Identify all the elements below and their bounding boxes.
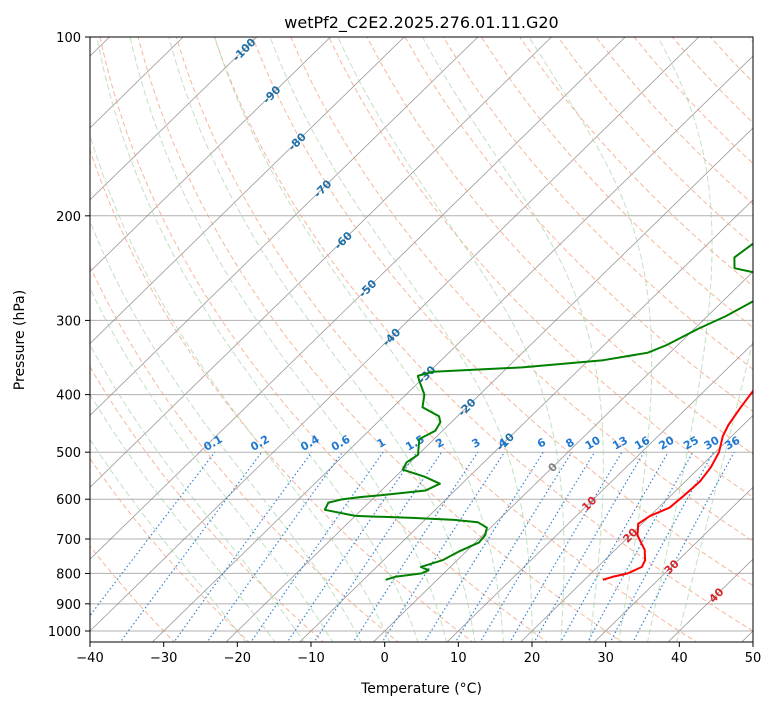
plot-area (90, 37, 753, 642)
dry-adiabat (90, 545, 176, 642)
isotherm-line (225, 127, 753, 642)
y-axis-title: Pressure (hPa) (12, 290, 28, 390)
y-tick-label: 500 (56, 446, 81, 461)
dry-adiabat (90, 365, 325, 642)
y-tick-label: 200 (56, 210, 81, 225)
moist-adiabat (90, 438, 247, 642)
isotherm-line (90, 37, 258, 201)
isotherm-line (520, 414, 753, 642)
y-tick-label: 400 (56, 389, 81, 404)
moist-adiabat (528, 37, 653, 642)
isotherm-line (90, 37, 479, 416)
dry-adiabat (90, 148, 474, 642)
moist-adiabat (96, 37, 419, 642)
dry-adiabat (213, 37, 753, 632)
x-tick-label: −20 (224, 651, 251, 666)
mixing-ratio-line (587, 451, 694, 642)
moist-adiabat (168, 37, 476, 642)
chart-title: wetPf2_C2E2.2025.276.01.11.G20 (284, 13, 558, 33)
mixing-ratio-line (90, 451, 216, 617)
dry-adiabat (90, 265, 399, 642)
mixing-ratio-line (533, 451, 645, 642)
x-tick-label: 20 (524, 651, 541, 666)
moist-adiabat (90, 220, 362, 642)
isotherm-line (90, 37, 626, 560)
x-tick-label: −10 (297, 651, 324, 666)
dry-adiabat (290, 37, 753, 542)
dry-adiabat (366, 37, 753, 455)
x-tick-label: 10 (450, 651, 467, 666)
plot-frame (89, 36, 754, 643)
moist-adiabat (422, 37, 604, 642)
dry-adiabat (519, 37, 753, 287)
mixing-ratio-line (509, 451, 623, 642)
moist-adiabat (90, 133, 391, 642)
y-tick-label: 800 (56, 567, 81, 582)
y-tick-label: 100 (56, 31, 81, 46)
mixing-ratio-line (313, 451, 443, 642)
y-tick-label: 1000 (48, 625, 81, 640)
isotherm-line (593, 486, 753, 642)
x-tick-label: −40 (76, 651, 103, 666)
dry-adiabat (175, 37, 698, 642)
dry-adiabat (442, 37, 753, 370)
moist-adiabat (269, 37, 533, 642)
isotherm-line (151, 55, 753, 642)
dry-adiabat (404, 37, 753, 413)
y-tick-label: 900 (56, 598, 81, 613)
moist-adiabat (647, 37, 713, 642)
isotherm-line (90, 37, 552, 488)
isotherm-line (90, 37, 700, 632)
x-tick-label: 0 (381, 651, 389, 666)
x-axis-title: Temperature (°C) (360, 681, 482, 697)
isotherm-line (90, 37, 405, 345)
moist-adiabat (129, 37, 447, 642)
x-axis: −40 −30 −20 −10 0 10 20 30 40 50 (76, 642, 761, 666)
dry-adiabat (328, 37, 753, 498)
moist-adiabat (90, 287, 334, 642)
dry-adiabat (252, 37, 753, 587)
sounding-traces (323, 242, 753, 581)
y-tick-label: 300 (56, 314, 81, 329)
y-axis: 100 200 300 400 500 600 700 800 900 1000 (48, 31, 90, 640)
moist-adiabat (337, 37, 565, 642)
moist-adiabat (90, 393, 276, 642)
x-tick-label: 30 (597, 651, 614, 666)
y-tick-label: 600 (56, 493, 81, 508)
mixing-ratio-line (560, 451, 669, 642)
dry-adiabat (90, 457, 250, 642)
isotherm-line (446, 342, 753, 642)
x-tick-label: −30 (150, 651, 177, 666)
background-lines (90, 37, 753, 642)
mixing-ratio-labels: 0.1 0.2 0.4 0.6 1 1.5 2 3 4 6 8 10 13 16 20 25 30 36 (201, 433, 742, 454)
dry-adiabat (99, 37, 549, 642)
mixing-ratio-line (286, 451, 418, 642)
mixing-ratio-line (206, 451, 343, 642)
x-tick-label: 50 (745, 651, 762, 666)
temperature-trace (602, 389, 753, 581)
y-tick-label: 700 (56, 533, 81, 548)
mixing-ratio-line (479, 451, 596, 642)
isotherm-line (90, 37, 331, 273)
dewpoint-trace (323, 242, 753, 581)
x-tick-label: 40 (671, 651, 688, 666)
mixing-ratio-line (250, 451, 384, 642)
mixing-ratio-line (352, 451, 479, 642)
mixing-ratio-line (454, 451, 573, 642)
isotherm-line (372, 271, 753, 642)
